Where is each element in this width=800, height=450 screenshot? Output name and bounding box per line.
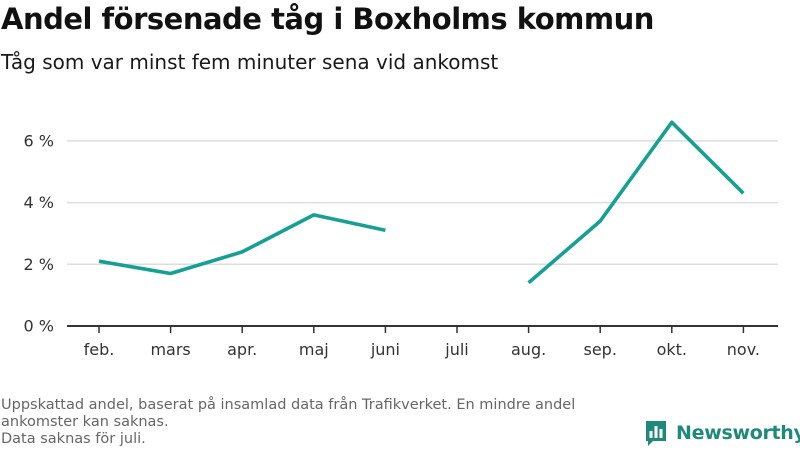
y-axis-tick-labels: 0 % 2 % 4 % 6 % (24, 131, 54, 335)
x-axis: feb. mars apr. maj juni juli aug. sep. okt. nov. (67, 325, 778, 359)
x-tick-label: apr. (227, 340, 257, 359)
y-tick-label: 6 % (24, 131, 54, 150)
y-tick-label: 2 % (24, 255, 54, 274)
footnote-source: Uppskattad andel, baserat på insamlad da… (1, 397, 576, 430)
bar-chart-speech-bubble-icon (646, 421, 666, 446)
gridlines (67, 140, 778, 266)
series-line-segment (527, 120, 745, 285)
footnote: Uppskattad andel, baserat på insamlad da… (1, 397, 631, 448)
x-tick-label: nov. (727, 340, 760, 359)
data-series (98, 120, 745, 285)
x-tick-label: juli (444, 340, 468, 359)
x-tick-label: maj (299, 340, 329, 359)
newsworthy-logo: Newsworthy (644, 419, 800, 447)
x-tick-label: aug. (511, 340, 546, 359)
chart-title: Andel försenade tåg i Boxholms kommun (1, 2, 654, 36)
x-tick-label: feb. (84, 340, 115, 359)
y-tick-label: 4 % (24, 193, 54, 212)
chart-subtitle: Tåg som var minst fem minuter sena vid a… (1, 50, 499, 74)
line-chart: 0 % 2 % 4 % 6 % feb. mars apr. maj juni juli aug.… (24, 120, 778, 359)
x-tick-label: mars (150, 340, 190, 359)
footnote-missing-data: Data saknas för juli. (1, 431, 146, 447)
x-tick-label: juni (370, 340, 400, 359)
x-tick-label: sep. (583, 340, 616, 359)
brand-name: Newsworthy (676, 422, 800, 444)
series-line-segment (98, 213, 386, 276)
x-tick-label: okt. (657, 340, 687, 359)
y-tick-label: 0 % (24, 317, 54, 336)
